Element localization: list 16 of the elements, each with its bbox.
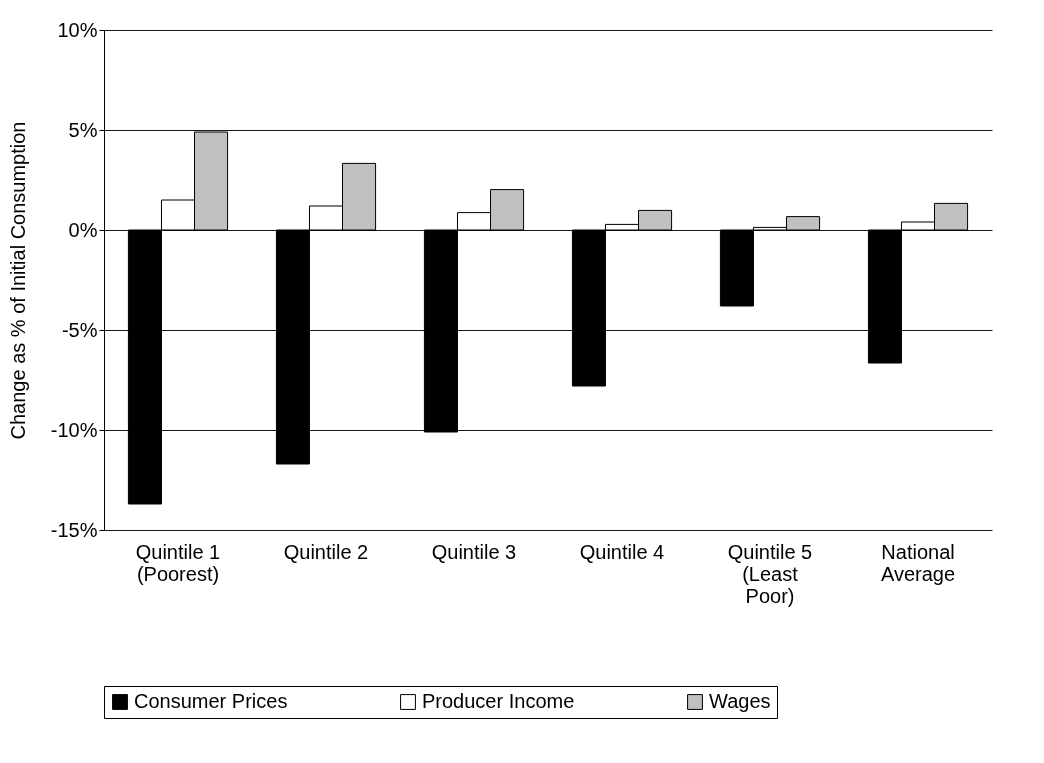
y-tick-label: -5% [61, 318, 98, 341]
x-tick-label: Quintile 4 [579, 540, 665, 563]
x-tick-label: National Average [880, 540, 956, 585]
legend-label: Wages [709, 690, 771, 712]
x-tick-label: Quintile 2 [283, 540, 369, 563]
x-tick-label: Quintile 3 [431, 540, 517, 563]
y-axis-title: Change as % of Initial Consumption [6, 121, 29, 440]
x-tick-label: Quintile 5 (Least Poor) [727, 540, 813, 607]
y-tick-label: 0% [68, 218, 98, 241]
y-tick-label: 10% [57, 18, 98, 41]
y-tick-label: -10% [50, 418, 98, 441]
legend-label: Consumer Prices [134, 690, 288, 712]
y-tick-label: -15% [50, 518, 98, 541]
y-tick-label: 5% [68, 118, 98, 141]
x-tick-label: Quintile 1 (Poorest) [135, 540, 221, 585]
legend-label: Producer Income [422, 690, 575, 712]
